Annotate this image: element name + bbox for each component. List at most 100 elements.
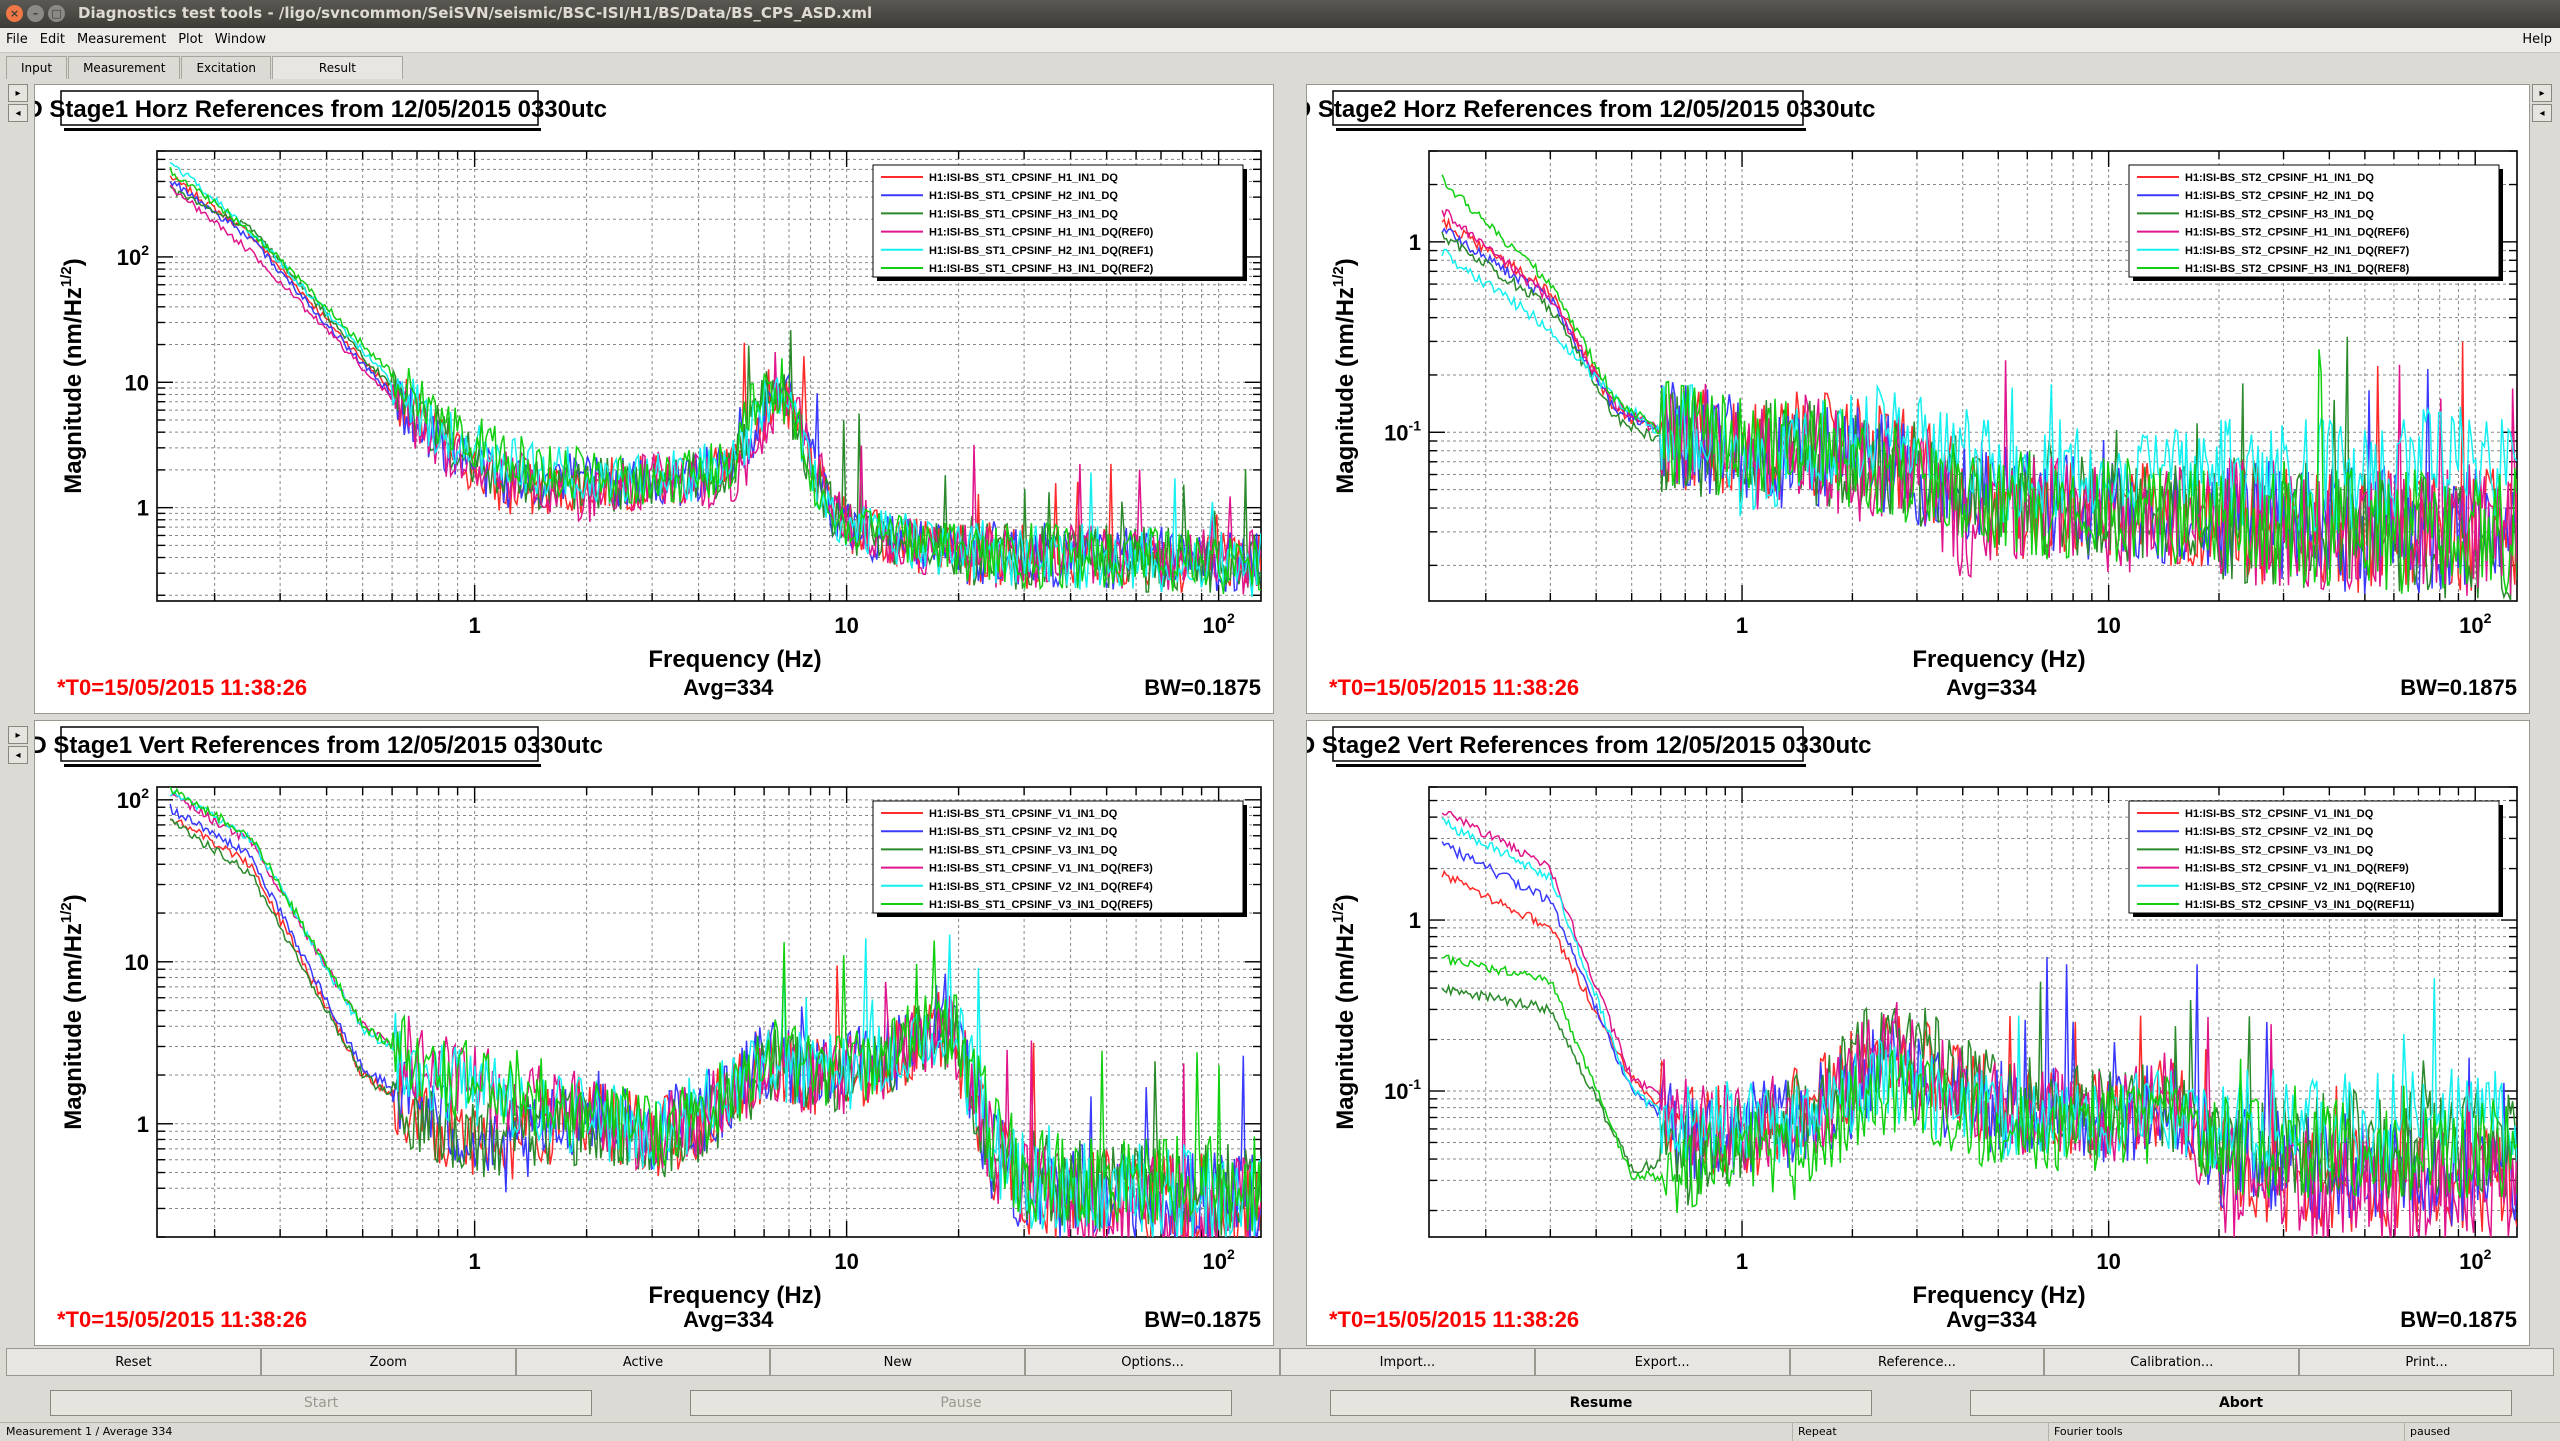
plot-pad-stage1-vert[interactable]: 1 10 102 1 10 102 Frequency (Hz) Magnitude (nm/…: [34, 720, 1274, 1346]
status-tools: Fourier tools: [2054, 1425, 2123, 1438]
menu-file[interactable]: File: [6, 32, 28, 47]
y-tick-label: 1: [1409, 908, 1421, 933]
x-tick-label: 1: [469, 613, 481, 638]
reset-button[interactable]: Reset: [6, 1348, 261, 1376]
expand-right-icon[interactable]: ▸: [8, 726, 28, 744]
expand-right-icon[interactable]: ▸: [2532, 84, 2552, 102]
menubar: File Edit Measurement Plot Window Help: [0, 28, 2560, 53]
y-axis-label: Magnitude (nm/Hz1/2): [1330, 258, 1359, 494]
start-button[interactable]: Start: [50, 1390, 592, 1416]
plot-frame: [1428, 150, 2518, 602]
legend-box: [872, 800, 1244, 914]
expand-right-icon[interactable]: ▸: [8, 84, 28, 102]
calibration-button[interactable]: Calibration...: [2044, 1348, 2300, 1376]
legend-entry: H1:ISI-BS_ST1_CPSINF_V2_IN1_DQ: [929, 826, 1118, 838]
plot-pad-stage1-horz[interactable]: 1 10 102 1 10 102 Frequency (Hz) Magnitude (nm/…: [34, 84, 1274, 714]
series-line-green: [169, 787, 1261, 1232]
timestamp-label: *T0=15/05/2015 11:38:26: [1329, 675, 1579, 700]
bandwidth-label: BW=0.1875: [1144, 1307, 1261, 1332]
legend-box: [2128, 164, 2500, 278]
legend-entry: H1:ISI-BS_ST2_CPSINF_V1_IN1_DQ: [2185, 808, 2374, 820]
menu-help[interactable]: Help: [2522, 32, 2552, 47]
y-tick-label: 1: [137, 1112, 149, 1137]
timestamp-label: *T0=15/05/2015 11:38:26: [1329, 1307, 1579, 1332]
legend-entry: H1:ISI-BS_ST1_CPSINF_H3_IN1_DQ(REF2): [929, 263, 1154, 275]
menu-edit[interactable]: Edit: [39, 32, 65, 47]
legend-entry: H1:ISI-BS_ST1_CPSINF_V3_IN1_DQ(REF5): [929, 899, 1153, 911]
legend-entry: H1:ISI-BS_ST2_CPSINF_V2_IN1_DQ(REF10): [2185, 881, 2415, 893]
average-count-label: Avg=334: [1946, 675, 2037, 700]
x-tick-label: 10: [834, 613, 858, 638]
chart-title-shadow: [64, 764, 541, 767]
abort-button[interactable]: Abort: [1970, 1390, 2512, 1416]
chart-title: ASD Stage1 Vert References from 12/05/20…: [35, 732, 603, 759]
legend-entry: H1:ISI-BS_ST2_CPSINF_H1_IN1_DQ(REF6): [2185, 227, 2410, 239]
reference-button[interactable]: Reference...: [1789, 1348, 2045, 1376]
series-line-blue: [1441, 227, 2517, 594]
y-axis-label: Magnitude (nm/Hz1/2): [58, 258, 87, 494]
new-button[interactable]: New: [770, 1348, 1026, 1376]
axis-ticks: [1429, 786, 2517, 1237]
x-tick-label: 10: [834, 1249, 858, 1274]
collapse-left-icon[interactable]: ◂: [8, 746, 28, 764]
bottom-side-buttons: ▸ ◂: [8, 726, 28, 764]
chart-title-shadow: [64, 128, 541, 131]
import-button[interactable]: Import...: [1279, 1348, 1535, 1376]
series-group: [1441, 810, 2517, 1237]
legend-entry: H1:ISI-BS_ST2_CPSINF_V3_IN1_DQ: [2185, 844, 2374, 856]
options-button[interactable]: Options...: [1025, 1348, 1280, 1376]
tab-measurement[interactable]: Measurement: [68, 56, 181, 79]
asd-chart-stage1-vert[interactable]: 1 10 102 1 10 102 Frequency (Hz) Magnitude (nm/…: [35, 721, 1273, 1345]
x-axis-label: Frequency (Hz): [648, 1282, 821, 1309]
plot-frame: [156, 150, 1262, 602]
x-tick-label: 1: [1736, 613, 1748, 638]
pause-button[interactable]: Pause: [690, 1390, 1232, 1416]
timestamp-label: *T0=15/05/2015 11:38:26: [57, 675, 307, 700]
asd-chart-stage1-horz[interactable]: 1 10 102 1 10 102 Frequency (Hz) Magnitude (nm/…: [35, 85, 1273, 713]
measurement-control-buttons: Start Pause Resume Abort: [0, 1390, 2560, 1418]
window-maximize-icon[interactable]: □: [48, 5, 65, 22]
asd-chart-stage2-vert[interactable]: 1 10 102 10-1 1 Frequency (Hz) Magnitude (nm/H…: [1307, 721, 2529, 1345]
plot-pad-stage2-vert[interactable]: 1 10 102 10-1 1 Frequency (Hz) Magnitude (nm/H…: [1306, 720, 2530, 1346]
legend-entry: H1:ISI-BS_ST2_CPSINF_H1_IN1_DQ: [2185, 172, 2374, 184]
legend-box: [872, 164, 1244, 278]
legend-entry: H1:ISI-BS_ST2_CPSINF_H2_IN1_DQ(REF7): [2185, 245, 2410, 257]
chart-title: ASD Stage1 Horz References from 12/05/20…: [35, 96, 607, 123]
asd-chart-stage2-horz[interactable]: 1 10 102 10-1 1 Frequency (Hz) Magnitude (nm/H…: [1307, 85, 2529, 713]
status-bar: Measurement 1 / Average 334 Repeat Fouri…: [0, 1422, 2560, 1441]
x-tick-label: 10: [2096, 613, 2120, 638]
right-side-buttons: ▸ ◂: [2532, 84, 2552, 122]
legend-entry: H1:ISI-BS_ST1_CPSINF_H2_IN1_DQ: [929, 190, 1118, 202]
y-tick-label: 10-1: [1384, 417, 1421, 445]
menu-window[interactable]: Window: [214, 32, 266, 47]
top-side-buttons: ▸ ◂: [8, 84, 28, 122]
tab-result[interactable]: Result: [271, 56, 403, 79]
series-line-red: [169, 175, 1261, 593]
legend-entry: H1:ISI-BS_ST1_CPSINF_V3_IN1_DQ: [929, 844, 1118, 856]
plot-pad-stage2-horz[interactable]: 1 10 102 10-1 1 Frequency (Hz) Magnitude (nm/H…: [1306, 84, 2530, 714]
series-line-cyan: [169, 161, 1261, 597]
y-tick-label: 1: [1409, 230, 1421, 255]
export-button[interactable]: Export...: [1534, 1348, 1790, 1376]
y-tick-label: 10: [125, 370, 149, 395]
zoom-button[interactable]: Zoom: [260, 1348, 516, 1376]
collapse-left-icon[interactable]: ◂: [2532, 104, 2552, 122]
resume-button[interactable]: Resume: [1330, 1390, 1872, 1416]
menu-plot[interactable]: Plot: [178, 32, 203, 47]
tab-excitation[interactable]: Excitation: [181, 56, 271, 79]
average-count-label: Avg=334: [1946, 1307, 2037, 1332]
legend-entry: H1:ISI-BS_ST1_CPSINF_H1_IN1_DQ(REF0): [929, 227, 1154, 239]
window-minimize-icon[interactable]: –: [27, 5, 44, 22]
collapse-left-icon[interactable]: ◂: [8, 104, 28, 122]
bandwidth-label: BW=0.1875: [2400, 1307, 2517, 1332]
menu-measurement[interactable]: Measurement: [76, 32, 167, 47]
timestamp-label: *T0=15/05/2015 11:38:26: [57, 1307, 307, 1332]
series-line-magenta: [169, 184, 1261, 595]
active-button[interactable]: Active: [515, 1348, 771, 1376]
print-button[interactable]: Print...: [2299, 1348, 2554, 1376]
x-axis-label: Frequency (Hz): [1912, 1282, 2085, 1309]
axis-ticks: [157, 150, 1261, 601]
window-close-icon[interactable]: ×: [6, 5, 23, 22]
tab-input[interactable]: Input: [6, 56, 68, 79]
series-line-green: [169, 166, 1261, 595]
